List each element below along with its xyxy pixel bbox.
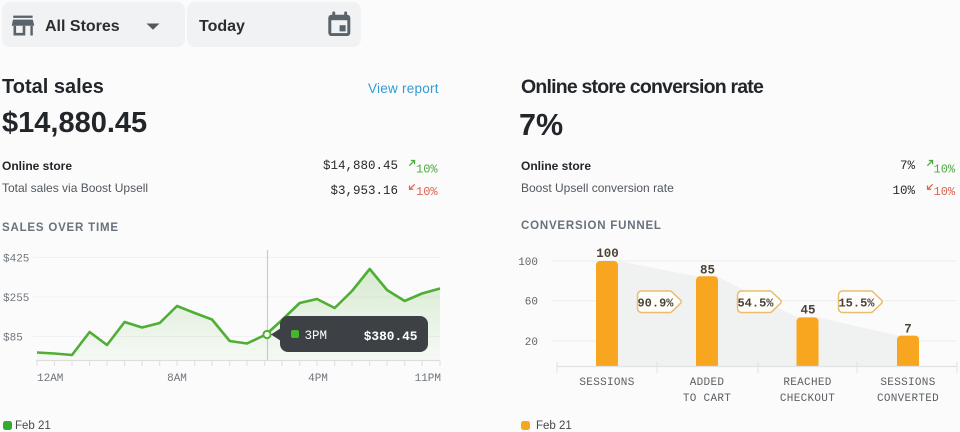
svg-text:20: 20: [525, 337, 538, 349]
svg-text:REACHED: REACHED: [783, 377, 831, 389]
svg-text:85: 85: [700, 264, 715, 278]
svg-text:100: 100: [596, 247, 619, 261]
svg-text:15.5%: 15.5%: [838, 296, 875, 310]
svg-text:11PM: 11PM: [415, 373, 441, 385]
svg-text:ADDED: ADDED: [690, 377, 725, 389]
svg-text:100: 100: [518, 257, 538, 269]
svg-text:12AM: 12AM: [37, 373, 63, 385]
svg-text:SESSIONS: SESSIONS: [880, 377, 935, 389]
svg-text:$255: $255: [3, 293, 29, 305]
svg-text:SESSIONS: SESSIONS: [579, 377, 634, 389]
svg-text:4PM: 4PM: [308, 373, 328, 385]
svg-text:45: 45: [800, 304, 815, 318]
svg-text:90.9%: 90.9%: [637, 296, 674, 310]
svg-text:CHECKOUT: CHECKOUT: [780, 393, 835, 405]
svg-text:60: 60: [525, 297, 538, 309]
svg-text:CONVERTED: CONVERTED: [877, 393, 939, 405]
svg-text:TO CART: TO CART: [683, 393, 731, 405]
svg-text:54.5%: 54.5%: [737, 296, 774, 310]
svg-text:7: 7: [904, 323, 912, 337]
svg-text:$425: $425: [3, 254, 29, 266]
svg-text:8AM: 8AM: [167, 373, 187, 385]
svg-text:$85: $85: [3, 333, 23, 345]
